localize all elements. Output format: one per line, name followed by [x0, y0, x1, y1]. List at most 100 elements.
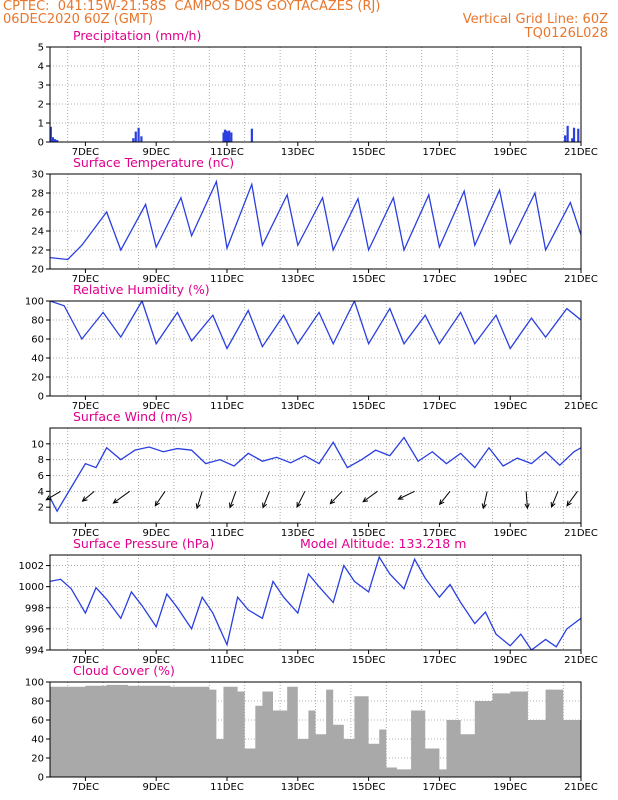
y-tick-label: 0 — [38, 392, 44, 403]
x-tick-label: 11DEC — [210, 655, 244, 666]
precip-bar — [140, 136, 143, 142]
panel-1: 20 22 24 26 28 30 7DEC 9DEC 11DEC 13DEC 15DEC 17DEC… — [31, 155, 598, 285]
wind-arrow — [82, 490, 95, 502]
y-tick-label: 60 — [31, 716, 44, 727]
precip-bar — [49, 126, 52, 142]
wind-arrow-head — [524, 503, 530, 510]
panel-frame — [49, 300, 582, 397]
y-tick-label: 24 — [31, 227, 44, 238]
header-station: CPTEC: 041:15W-21:58S CAMPOS DOS GOYTACA… — [3, 0, 381, 14]
wind-arrow — [262, 491, 270, 508]
y-tick-label: 100 — [25, 678, 44, 689]
y-tick-label: 80 — [31, 697, 44, 708]
y-tick-label: 996 — [25, 624, 44, 635]
x-tick-label: 7DEC — [72, 401, 99, 412]
wind-arrow — [196, 491, 203, 509]
x-tick-label: 9DEC — [143, 274, 170, 285]
y-tick-label: 998 — [25, 603, 44, 614]
wind-arrow — [296, 491, 306, 508]
x-tick-label: 21DEC — [564, 147, 598, 158]
x-tick-label: 17DEC — [423, 401, 457, 412]
y-tick-label: 28 — [31, 189, 44, 200]
wind-arrow — [46, 490, 61, 501]
x-tick-label: 13DEC — [281, 655, 315, 666]
x-tick-label: 9DEC — [143, 401, 170, 412]
panel-subtitle: Model Altitude: 133.218 m — [300, 536, 466, 551]
x-tick-label: 15DEC — [352, 401, 386, 412]
series-line — [50, 436, 581, 513]
panel-frame — [49, 554, 582, 651]
x-tick-label: 11DEC — [210, 782, 244, 793]
x-tick-label: 13DEC — [281, 528, 315, 539]
x-tick-label: 7DEC — [72, 655, 99, 666]
precip-bar — [566, 125, 569, 142]
wind-arrow — [566, 491, 578, 506]
wind-arrow-head — [81, 496, 88, 502]
panel-0: 0 1 2 3 4 5 7DEC 9DEC 11DEC 13DEC 15DEC 17DEC 19DEC 2… — [38, 28, 598, 158]
precip-bar — [250, 128, 253, 142]
y-tick-label: 1 — [38, 119, 44, 130]
panel-frame — [49, 427, 582, 524]
x-tick-label: 13DEC — [281, 274, 315, 285]
panel-2: 0 20 40 60 80 100 7DEC 9DEC 11DEC 13DEC 15DEC 17DEC… — [25, 282, 598, 412]
header-grid-note: Vertical Grid Line: 60Z — [463, 13, 608, 27]
x-tick-label: 9DEC — [143, 655, 170, 666]
y-tick-label: 20 — [31, 754, 44, 765]
precip-bar — [230, 132, 233, 142]
precip-bar — [571, 138, 574, 142]
y-tick-label: 1002 — [19, 561, 44, 572]
precip-bar — [223, 129, 227, 142]
wind-arrow-head — [262, 502, 268, 509]
y-tick-label: 20 — [31, 373, 44, 384]
panel-title: Surface Pressure (hPa) — [73, 536, 214, 551]
y-tick-label: 26 — [31, 208, 44, 219]
x-tick-label: 11DEC — [210, 401, 244, 412]
header-model-id: TQ0126L028 — [524, 26, 608, 41]
x-tick-label: 7DEC — [72, 274, 99, 285]
x-tick-label: 13DEC — [281, 147, 315, 158]
x-tick-label: 19DEC — [493, 655, 527, 666]
wind-arrow-head — [329, 498, 336, 505]
x-tick-label: 19DEC — [493, 401, 527, 412]
x-tick-label: 19DEC — [493, 528, 527, 539]
x-tick-label: 19DEC — [493, 147, 527, 158]
y-tick-label: 22 — [31, 246, 44, 257]
wind-arrow — [329, 490, 343, 505]
precip-bar — [137, 127, 140, 142]
precip-bar — [564, 135, 567, 142]
wind-arrow — [482, 491, 488, 509]
x-tick-label: 7DEC — [72, 782, 99, 793]
x-tick-label: 7DEC — [72, 147, 99, 158]
wind-arrow-head — [112, 498, 119, 504]
x-tick-label: 17DEC — [423, 655, 457, 666]
wind-arrow-head — [154, 500, 160, 507]
panel-title: Cloud Cover (%) — [73, 663, 175, 678]
y-tick-label: 8 — [38, 455, 44, 466]
y-tick-label: 2 — [38, 503, 44, 514]
x-tick-label: 9DEC — [143, 782, 170, 793]
wind-arrow-head — [438, 499, 445, 506]
header-date-line: 06DEC2020 60Z (GMT) — [3, 13, 153, 27]
x-tick-label: 11DEC — [210, 274, 244, 285]
x-tick-label: 21DEC — [564, 655, 598, 666]
wind-arrow — [439, 491, 451, 505]
precip-bar — [51, 137, 55, 142]
panel-frame — [49, 46, 582, 143]
x-tick-label: 17DEC — [423, 147, 457, 158]
x-tick-label: 7DEC — [72, 528, 99, 539]
x-tick-label: 15DEC — [352, 274, 386, 285]
precip-bar — [132, 138, 135, 142]
panel-title: Precipitation (mm/h) — [73, 28, 201, 43]
panel-title: Relative Humidity (%) — [73, 282, 210, 297]
panel-title: Surface Wind (m/s) — [73, 409, 193, 424]
y-tick-label: 4 — [38, 487, 44, 498]
x-tick-label: 21DEC — [564, 274, 598, 285]
x-tick-label: 13DEC — [281, 782, 315, 793]
y-tick-label: 994 — [25, 646, 44, 657]
header-model-line: TQ0126L028 — [525, 27, 608, 41]
wind-arrow-head — [228, 502, 234, 509]
wind-arrow — [551, 491, 559, 508]
wind-arrow — [154, 491, 166, 506]
precip-bar — [572, 127, 576, 142]
